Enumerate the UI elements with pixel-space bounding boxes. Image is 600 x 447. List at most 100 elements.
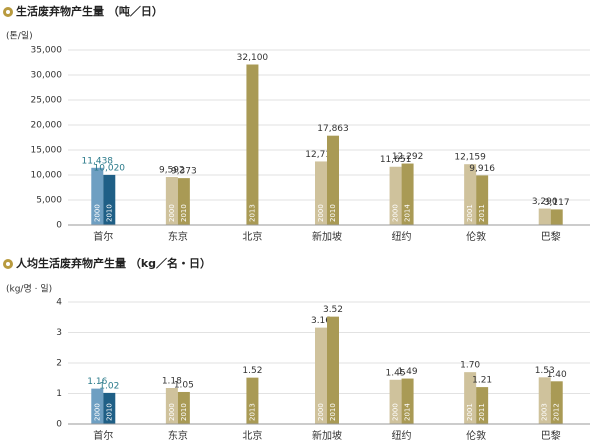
bar-year: 2001 [466, 403, 474, 421]
value-label: 1.21 [472, 376, 492, 386]
value-label: 11,438 [82, 156, 114, 166]
bar-year: 2000 [317, 403, 325, 421]
bar [177, 391, 190, 424]
value-label: 1.53 [535, 366, 555, 376]
value-label: 1.02 [99, 381, 119, 391]
y-tick-label: 0 [56, 420, 62, 430]
bar [91, 167, 104, 225]
value-label: 1.40 [547, 370, 567, 380]
bar-year: 2014 [404, 204, 412, 222]
value-label: 9,916 [469, 164, 495, 174]
x-tick-label: 北京 [242, 429, 262, 442]
y-tick-label: 2 [56, 359, 62, 369]
value-label: 1.70 [460, 361, 480, 371]
bar-year: 2010 [329, 204, 337, 222]
value-label: 1.45 [386, 368, 406, 378]
bar [315, 327, 327, 424]
y-axis-label: (kg/명 · 일) [6, 284, 52, 295]
value-label: 12,159 [454, 153, 486, 163]
bar-year: 2003 [541, 403, 549, 421]
value-label: 9,592 [159, 166, 185, 176]
x-tick-label: 北京 [242, 230, 262, 243]
value-label: 17,863 [317, 124, 349, 134]
bar [91, 388, 104, 424]
bar-year: 2001 [466, 204, 474, 222]
x-tick-label: 新加坡 [312, 230, 342, 243]
bar [103, 392, 116, 424]
bar [103, 174, 116, 225]
bar-year: 2011 [478, 403, 486, 421]
value-label: 1.05 [174, 380, 194, 390]
bar-year: 2000 [93, 403, 101, 421]
x-tick-label: 巴黎 [541, 230, 561, 243]
x-tick-label: 纽约 [392, 429, 412, 442]
y-tick-label: 35,000 [31, 46, 63, 56]
value-label: 32,100 [237, 53, 269, 63]
bar-year: 2012 [553, 403, 561, 421]
bar-year: 2014 [404, 403, 412, 421]
y-tick-label: 30,000 [31, 71, 63, 81]
bar [177, 178, 190, 225]
x-tick-label: 首尔 [93, 429, 113, 442]
y-tick-label: 3 [56, 328, 62, 338]
bar [389, 379, 402, 424]
bar-year: 2010 [329, 403, 337, 421]
value-label: 9,373 [171, 167, 197, 177]
value-label: 1.18 [162, 377, 182, 387]
x-tick-label: 首尔 [93, 230, 113, 243]
bar [550, 209, 563, 225]
bar [476, 175, 489, 225]
bar [246, 64, 259, 225]
value-label: 12,712 [305, 150, 337, 160]
x-tick-label: 纽约 [392, 230, 412, 243]
bar [389, 166, 402, 225]
bar-year: 2000 [317, 204, 325, 222]
bar [165, 177, 178, 225]
bar-year: 2010 [105, 403, 113, 421]
bar [327, 316, 339, 424]
bar [476, 387, 489, 424]
bar [538, 208, 551, 225]
y-tick-label: 10,000 [31, 171, 63, 181]
x-tick-label: 伦敦 [466, 230, 486, 243]
title-icon-dot [6, 262, 10, 266]
bar-year: 2000 [168, 204, 176, 222]
value-label: 1.16 [87, 377, 107, 387]
value-label: 1.49 [398, 367, 418, 377]
y-tick-label: 15,000 [31, 146, 63, 156]
value-label: 3.16 [311, 316, 331, 326]
x-tick-label: 巴黎 [541, 429, 561, 442]
bar-year: 2000 [392, 204, 400, 222]
y-tick-label: 0 [56, 221, 62, 231]
value-label: 3.52 [323, 305, 343, 315]
bar-year: 2010 [180, 204, 188, 222]
bar [464, 164, 477, 225]
value-label: 10,020 [94, 163, 126, 173]
x-tick-label: 东京 [168, 429, 188, 442]
bar [315, 161, 327, 225]
bar-year: 2010 [180, 403, 188, 421]
bar [538, 377, 551, 424]
bar [464, 372, 477, 424]
bar [165, 388, 178, 424]
y-tick-label: 4 [56, 298, 62, 308]
value-label: 12,292 [392, 152, 424, 162]
y-tick-label: 5,000 [36, 196, 62, 206]
bar [246, 377, 259, 424]
bar [401, 378, 414, 424]
x-tick-label: 东京 [168, 230, 188, 243]
x-tick-label: 新加坡 [312, 429, 342, 442]
title-icon-dot [6, 10, 10, 14]
bar-year: 2010 [105, 204, 113, 222]
bar-year: 2011 [478, 204, 486, 222]
bar-year: 2013 [248, 403, 256, 421]
value-label: 3,290 [532, 197, 558, 207]
chart-title: 生活废弃物产生量 （吨／日） [16, 4, 163, 18]
y-tick-label: 20,000 [31, 121, 63, 131]
y-tick-label: 1 [56, 389, 62, 399]
value-label: 11,651 [380, 155, 412, 165]
bar-year: 2000 [93, 204, 101, 222]
bar [550, 381, 563, 424]
